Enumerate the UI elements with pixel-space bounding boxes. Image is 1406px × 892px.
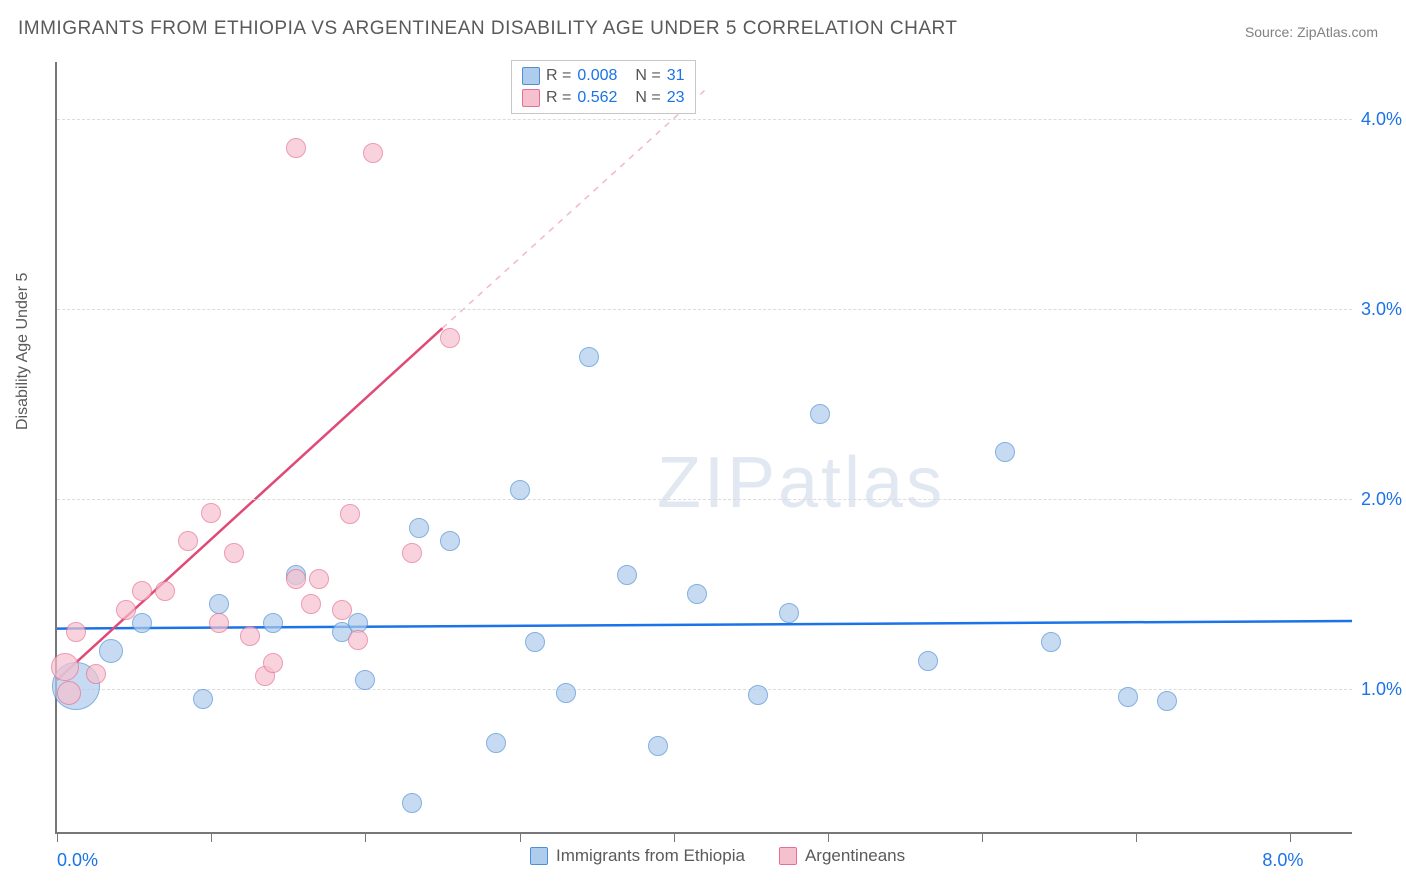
bottom-legend: Immigrants from Ethiopia Argentineans: [530, 846, 905, 866]
legend-row-ethiopia: R = 0.008 N = 31: [522, 65, 685, 87]
chart-svg-layer: [57, 62, 1352, 832]
chart-plot-area: ZIPatlas R = 0.008 N = 31 R = 0.562 N = …: [55, 62, 1352, 834]
xtick-label: 0.0%: [57, 850, 98, 871]
ytick-label: 2.0%: [1361, 489, 1402, 510]
scatter-point-ethiopia: [510, 480, 530, 500]
legend-n-ethiopia: 31: [667, 67, 685, 85]
scatter-point-argentineans: [209, 613, 229, 633]
scatter-point-ethiopia: [1118, 687, 1138, 707]
xtick: [982, 832, 983, 842]
scatter-point-ethiopia: [617, 565, 637, 585]
bottom-legend-ethiopia: Immigrants from Ethiopia: [556, 846, 745, 866]
ytick-label: 4.0%: [1361, 109, 1402, 130]
bottom-swatch-ethiopia-icon: [530, 847, 548, 865]
xtick: [211, 832, 212, 842]
correlation-legend: R = 0.008 N = 31 R = 0.562 N = 23: [511, 60, 696, 114]
legend-r-ethiopia: 0.008: [577, 67, 617, 85]
scatter-point-ethiopia: [132, 613, 152, 633]
swatch-ethiopia-icon: [522, 67, 540, 85]
scatter-point-ethiopia: [193, 689, 213, 709]
scatter-point-argentineans: [402, 543, 422, 563]
xtick: [1136, 832, 1137, 842]
bottom-swatch-argentineans-icon: [779, 847, 797, 865]
scatter-point-ethiopia: [748, 685, 768, 705]
scatter-point-argentineans: [240, 626, 260, 646]
scatter-point-argentineans: [263, 653, 283, 673]
scatter-point-ethiopia: [402, 793, 422, 813]
scatter-point-argentineans: [86, 664, 106, 684]
watermark: ZIPatlas: [657, 442, 945, 524]
legend-row-argentineans: R = 0.562 N = 23: [522, 87, 685, 109]
swatch-argentineans-icon: [522, 89, 540, 107]
scatter-point-ethiopia: [1041, 632, 1061, 652]
scatter-point-argentineans: [51, 653, 79, 681]
y-axis-label: Disability Age Under 5: [14, 273, 32, 430]
legend-n-label: N =: [635, 89, 660, 107]
xtick: [828, 832, 829, 842]
xtick: [57, 832, 58, 842]
scatter-point-ethiopia: [810, 404, 830, 424]
scatter-point-ethiopia: [687, 584, 707, 604]
scatter-point-argentineans: [116, 600, 136, 620]
xtick-label: 8.0%: [1262, 850, 1303, 871]
ytick-label: 1.0%: [1361, 679, 1402, 700]
gridline: [57, 119, 1352, 120]
scatter-point-ethiopia: [409, 518, 429, 538]
scatter-point-argentineans: [224, 543, 244, 563]
scatter-point-ethiopia: [263, 613, 283, 633]
scatter-point-ethiopia: [779, 603, 799, 623]
scatter-point-argentineans: [440, 328, 460, 348]
scatter-point-argentineans: [332, 600, 352, 620]
scatter-point-argentineans: [286, 569, 306, 589]
xtick: [674, 832, 675, 842]
scatter-point-argentineans: [309, 569, 329, 589]
scatter-point-ethiopia: [556, 683, 576, 703]
legend-r-argentineans: 0.562: [577, 89, 617, 107]
scatter-point-argentineans: [178, 531, 198, 551]
gridline: [57, 689, 1352, 690]
scatter-point-ethiopia: [1157, 691, 1177, 711]
scatter-point-argentineans: [66, 622, 86, 642]
legend-n-argentineans: 23: [667, 89, 685, 107]
scatter-point-argentineans: [301, 594, 321, 614]
legend-r-label: R =: [546, 89, 571, 107]
scatter-point-argentineans: [201, 503, 221, 523]
xtick: [1290, 832, 1291, 842]
gridline: [57, 309, 1352, 310]
scatter-point-argentineans: [363, 143, 383, 163]
scatter-point-argentineans: [57, 681, 81, 705]
scatter-point-ethiopia: [995, 442, 1015, 462]
scatter-point-ethiopia: [525, 632, 545, 652]
scatter-point-argentineans: [286, 138, 306, 158]
legend-n-label: N =: [635, 67, 660, 85]
scatter-point-ethiopia: [648, 736, 668, 756]
chart-title: IMMIGRANTS FROM ETHIOPIA VS ARGENTINEAN …: [18, 18, 958, 40]
scatter-point-argentineans: [132, 581, 152, 601]
scatter-point-ethiopia: [486, 733, 506, 753]
gridline: [57, 499, 1352, 500]
scatter-point-argentineans: [155, 581, 175, 601]
legend-r-label: R =: [546, 67, 571, 85]
scatter-point-ethiopia: [440, 531, 460, 551]
xtick: [520, 832, 521, 842]
scatter-point-ethiopia: [918, 651, 938, 671]
scatter-point-argentineans: [348, 630, 368, 650]
scatter-point-ethiopia: [209, 594, 229, 614]
scatter-point-ethiopia: [579, 347, 599, 367]
source-attribution: Source: ZipAtlas.com: [1245, 24, 1378, 40]
ytick-label: 3.0%: [1361, 299, 1402, 320]
xtick: [365, 832, 366, 842]
scatter-point-argentineans: [340, 504, 360, 524]
scatter-point-ethiopia: [99, 639, 123, 663]
scatter-point-ethiopia: [355, 670, 375, 690]
bottom-legend-argentineans: Argentineans: [805, 846, 905, 866]
